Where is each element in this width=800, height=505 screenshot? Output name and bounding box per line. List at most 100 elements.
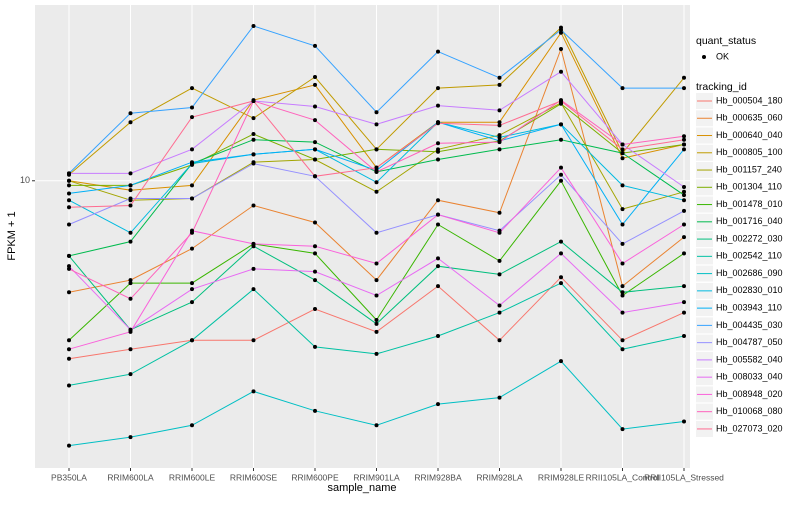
data-point (251, 338, 256, 343)
data-point (620, 290, 625, 295)
data-point (251, 287, 256, 292)
data-point (128, 281, 133, 286)
data-point (190, 230, 194, 235)
data-point (374, 189, 379, 194)
data-point (67, 171, 71, 176)
data-point (374, 261, 379, 266)
data-point (251, 266, 256, 271)
x-tick-label: RRIM928LE (538, 472, 585, 482)
data-point (497, 75, 502, 80)
x-tick-label: RRIM600LA (107, 472, 154, 482)
data-point (313, 306, 317, 311)
legend: quant_status tracking_id OK Hb_000504_180… (696, 35, 783, 437)
data-point (313, 220, 317, 225)
data-point (497, 147, 502, 152)
data-point (67, 198, 71, 203)
legend-label: Hb_000504_180 (716, 95, 783, 105)
data-point (190, 423, 194, 428)
data-point (436, 86, 440, 91)
data-point (436, 264, 440, 269)
x-tick-label: RRIM928BA (414, 472, 462, 482)
data-point (436, 157, 440, 162)
data-point (67, 183, 71, 188)
data-point (128, 435, 133, 440)
data-point (190, 183, 194, 188)
lines (67, 23, 686, 448)
data-point (682, 284, 686, 289)
data-point (436, 103, 440, 108)
data-point (682, 184, 686, 189)
data-point (128, 203, 133, 208)
data-point (682, 222, 686, 227)
data-point (436, 49, 440, 54)
data-point (128, 120, 133, 125)
data-point (620, 427, 625, 432)
data-point (559, 239, 563, 244)
legend-label: Hb_000805_100 (716, 147, 783, 157)
data-point (67, 383, 71, 388)
data-point (67, 253, 71, 258)
data-point (128, 329, 133, 334)
data-point (374, 165, 379, 170)
data-point (620, 293, 625, 298)
data-point (436, 198, 440, 203)
data-point (559, 275, 563, 280)
data-point (374, 122, 379, 127)
data-point (190, 86, 194, 91)
data-point (497, 395, 502, 400)
data-point (559, 281, 563, 286)
data-point (682, 147, 686, 152)
data-point (497, 272, 502, 277)
data-point (620, 347, 625, 352)
legend-label: Hb_001716_040 (716, 216, 783, 226)
data-point (559, 99, 563, 104)
data-point (313, 104, 317, 109)
legend-label: Hb_008033_040 (716, 372, 783, 382)
data-point (682, 419, 686, 424)
data-point (67, 191, 71, 196)
legend-label: Hb_002830_010 (716, 285, 783, 295)
data-point (497, 140, 502, 145)
y-axis-title: FPKM + 1 (6, 211, 18, 260)
data-point (497, 135, 502, 140)
data-point (374, 329, 379, 334)
data-point (128, 196, 133, 201)
data-point (436, 284, 440, 289)
data-point (436, 333, 440, 338)
data-point (313, 251, 317, 256)
x-tick-label: RRIM901LA (353, 472, 400, 482)
data-point (313, 74, 317, 79)
grid (35, 5, 690, 468)
data-point (190, 287, 194, 292)
data-point (497, 123, 502, 128)
data-point (436, 222, 440, 227)
data-point (374, 351, 379, 356)
legend-label: Hb_004787_050 (716, 337, 783, 347)
data-point (190, 246, 194, 251)
data-point (251, 23, 256, 28)
data-point (682, 134, 686, 139)
legend-label: Hb_008948_020 (716, 389, 783, 399)
legend-label: OK (716, 51, 729, 61)
data-point (128, 111, 133, 116)
data-point (128, 171, 133, 176)
legend-title: quant_status (696, 35, 756, 47)
data-point (251, 389, 256, 394)
legend-label: Hb_003943_110 (716, 302, 782, 312)
data-point (374, 230, 379, 235)
data-point (497, 230, 502, 235)
panel (35, 5, 690, 468)
data-point (67, 347, 71, 352)
data-point (313, 118, 317, 123)
data-point (682, 142, 686, 147)
data-point (436, 212, 440, 217)
data-point (559, 165, 563, 170)
data-point (190, 281, 194, 286)
data-point (374, 180, 379, 185)
data-point (374, 278, 379, 283)
legend-label: Hb_000640_040 (716, 130, 783, 140)
x-tick-label: PB350LA (51, 472, 87, 482)
data-point (497, 210, 502, 215)
data-point (436, 256, 440, 261)
data-point (436, 402, 440, 407)
